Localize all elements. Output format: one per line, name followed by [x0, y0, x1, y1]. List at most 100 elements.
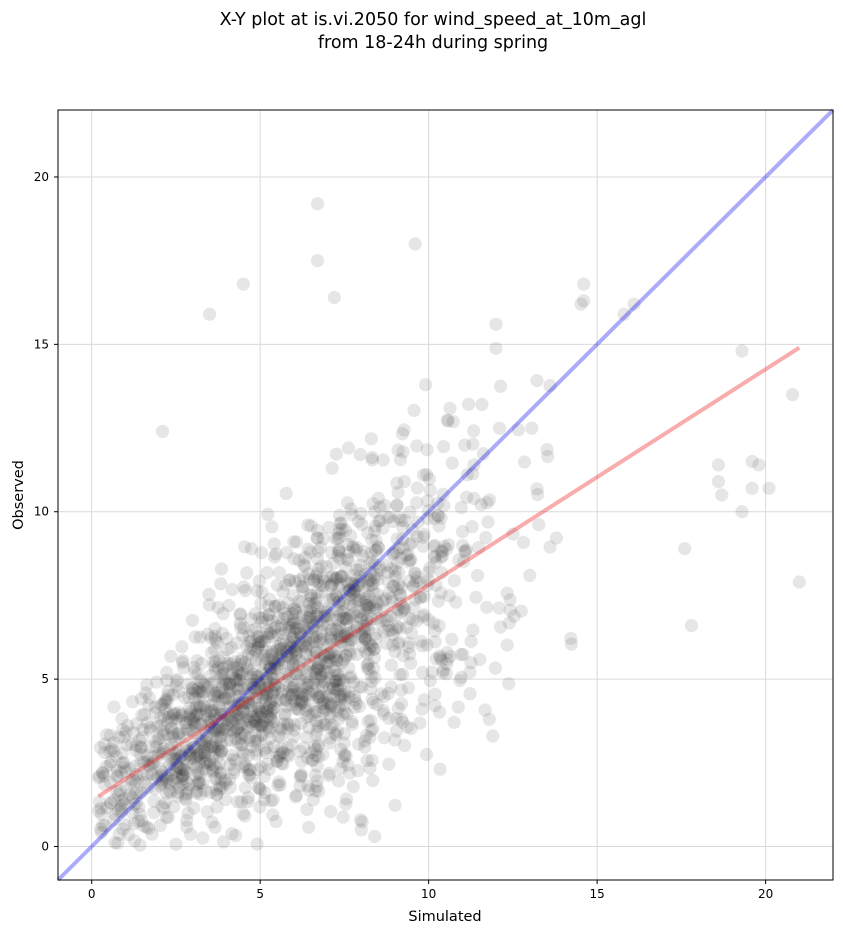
- scatter-point: [185, 682, 199, 696]
- scatter-point: [279, 699, 294, 713]
- scatter-point: [391, 443, 405, 457]
- scatter-point: [234, 679, 248, 693]
- scatter-point: [451, 700, 465, 714]
- scatter-point: [258, 743, 272, 757]
- scatter-point: [223, 711, 237, 725]
- scatter-point: [387, 579, 401, 593]
- scatter-point: [365, 578, 379, 592]
- scatter-point: [111, 836, 125, 850]
- scatter-point: [120, 718, 135, 733]
- scatter-point: [141, 768, 155, 782]
- scatter-point: [359, 644, 373, 658]
- scatter-point: [242, 768, 256, 782]
- scatter-point: [300, 681, 314, 695]
- scatter-point: [229, 705, 243, 719]
- scatter-point: [390, 608, 404, 623]
- scatter-point: [254, 596, 268, 610]
- scatter-point: [514, 604, 528, 618]
- scatter-point: [175, 769, 189, 784]
- scatter-point: [360, 754, 374, 768]
- scatter-point: [248, 714, 262, 729]
- scatter-point: [207, 758, 221, 773]
- scatter-point: [225, 748, 239, 762]
- scatter-point: [358, 630, 372, 644]
- scatter-point: [230, 636, 244, 650]
- scatter-point: [338, 649, 352, 663]
- scatter-point: [134, 740, 148, 754]
- scatter-point: [370, 567, 384, 581]
- scatter-point: [302, 675, 316, 689]
- scatter-point: [180, 716, 194, 730]
- scatter-point: [342, 583, 356, 597]
- scatter-point: [325, 461, 339, 475]
- scatter-point: [172, 752, 186, 766]
- scatter-point: [247, 642, 261, 657]
- scatter-point: [313, 614, 327, 629]
- scatter-point: [262, 724, 276, 738]
- scatter-point: [178, 787, 192, 801]
- scatter-point: [140, 754, 154, 769]
- scatter-point: [327, 682, 341, 696]
- scatter-point: [322, 651, 336, 665]
- scatter-point: [336, 708, 350, 722]
- scatter-point: [255, 634, 269, 649]
- scatter-point: [162, 784, 176, 798]
- scatter-point: [332, 690, 347, 704]
- scatter-point: [277, 607, 292, 621]
- scatter-point: [145, 757, 159, 771]
- scatter-point: [340, 629, 355, 644]
- scatter-point: [396, 667, 410, 682]
- scatter-point: [337, 630, 351, 644]
- y-tick-label: 20: [34, 170, 49, 184]
- scatter-point: [236, 277, 250, 291]
- scatter-point: [180, 813, 194, 828]
- scatter-point: [316, 532, 330, 546]
- scatter-point: [305, 753, 319, 767]
- scatter-point: [332, 700, 346, 714]
- scatter-point: [245, 698, 259, 712]
- scatter-point: [328, 674, 342, 688]
- scatter-point: [530, 482, 544, 496]
- scatter-point: [169, 752, 183, 767]
- scatter-point: [467, 491, 481, 506]
- scatter-point: [273, 778, 287, 792]
- scatter-point: [205, 740, 219, 754]
- scatter-point: [293, 626, 307, 640]
- scatter-point: [172, 706, 186, 720]
- scatter-point: [295, 579, 309, 593]
- scatter-point: [112, 730, 126, 744]
- x-tick-label: 10: [421, 887, 436, 901]
- scatter-point: [414, 634, 428, 648]
- scatter-point: [355, 815, 369, 829]
- scatter-point: [288, 701, 303, 716]
- scatter-point: [376, 594, 390, 608]
- scatter-point: [252, 638, 266, 652]
- scatter-point: [241, 648, 255, 662]
- scatter-point: [211, 721, 225, 735]
- scatter-point: [405, 536, 419, 550]
- scatter-point: [295, 595, 309, 609]
- scatter-point: [320, 638, 335, 653]
- scatter-point: [238, 584, 252, 598]
- scatter-point: [407, 403, 421, 417]
- scatter-point: [285, 630, 299, 644]
- scatter-point: [358, 602, 372, 616]
- scatter-point: [172, 731, 187, 745]
- scatter-point: [266, 714, 280, 729]
- scatter-point: [252, 629, 266, 643]
- scatter-point: [500, 638, 514, 652]
- scatter-point: [343, 597, 357, 611]
- scatter-point: [361, 714, 375, 728]
- scatter-point: [270, 750, 284, 764]
- scatter-point: [334, 692, 348, 706]
- scatter-point: [415, 665, 430, 680]
- scatter-point: [402, 574, 416, 588]
- scatter-point: [181, 782, 195, 796]
- scatter-point: [123, 787, 137, 802]
- scatter-point: [213, 686, 227, 700]
- scatter-point: [366, 722, 380, 736]
- scatter-point: [365, 639, 379, 654]
- scatter-point: [311, 562, 325, 576]
- scatter-point: [200, 805, 214, 819]
- scatter-point: [482, 493, 497, 507]
